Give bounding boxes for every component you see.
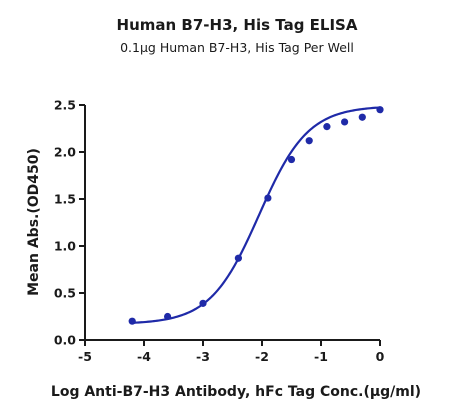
data-point <box>164 312 172 321</box>
chart-subtitle: 0.1μg Human B7-H3, His Tag Per Well <box>120 40 354 55</box>
data-points <box>128 106 384 325</box>
data-point <box>264 194 272 202</box>
x-tick-label: -5 <box>78 349 92 364</box>
data-point <box>341 118 349 126</box>
data-point <box>323 123 331 131</box>
axes <box>84 105 380 341</box>
x-tick-label: 0 <box>376 349 385 364</box>
x-axis-label: Log Anti-B7-H3 Antibody, hFc Tag Conc.(μ… <box>51 384 421 400</box>
y-tick-label: 0.0 <box>54 333 76 348</box>
tick-marks <box>79 104 381 346</box>
data-point <box>358 113 366 121</box>
x-tick-label: -3 <box>196 349 210 364</box>
fit-curve-group <box>132 106 381 324</box>
y-tick-label: 0.5 <box>54 286 76 301</box>
data-point <box>234 254 242 262</box>
y-axis-label: Mean Abs.(OD450) <box>26 148 42 296</box>
data-point <box>305 137 313 145</box>
y-tick-label: 1.0 <box>54 239 76 254</box>
chart-title: Human B7-H3, His Tag ELISA <box>117 16 358 34</box>
y-tick-label: 2.0 <box>54 145 76 160</box>
data-point <box>199 299 207 307</box>
tick-labels: 0.0 0.5 1.0 1.5 2.0 2.5 -5 -4 -3 -2 -1 0 <box>54 98 385 365</box>
data-point <box>128 317 136 325</box>
data-point <box>287 155 296 164</box>
x-tick-label: -1 <box>314 349 328 364</box>
y-tick-label: 1.5 <box>54 192 76 207</box>
data-point <box>376 106 384 114</box>
x-tick-label: -2 <box>255 349 269 364</box>
fit-curve <box>132 106 381 324</box>
y-tick-label: 2.5 <box>54 98 76 113</box>
x-tick-label: -4 <box>137 349 151 364</box>
